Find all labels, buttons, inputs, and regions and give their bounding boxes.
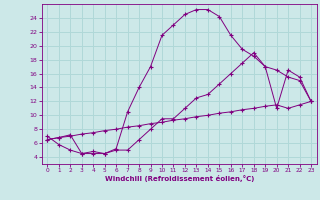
X-axis label: Windchill (Refroidissement éolien,°C): Windchill (Refroidissement éolien,°C) xyxy=(105,175,254,182)
